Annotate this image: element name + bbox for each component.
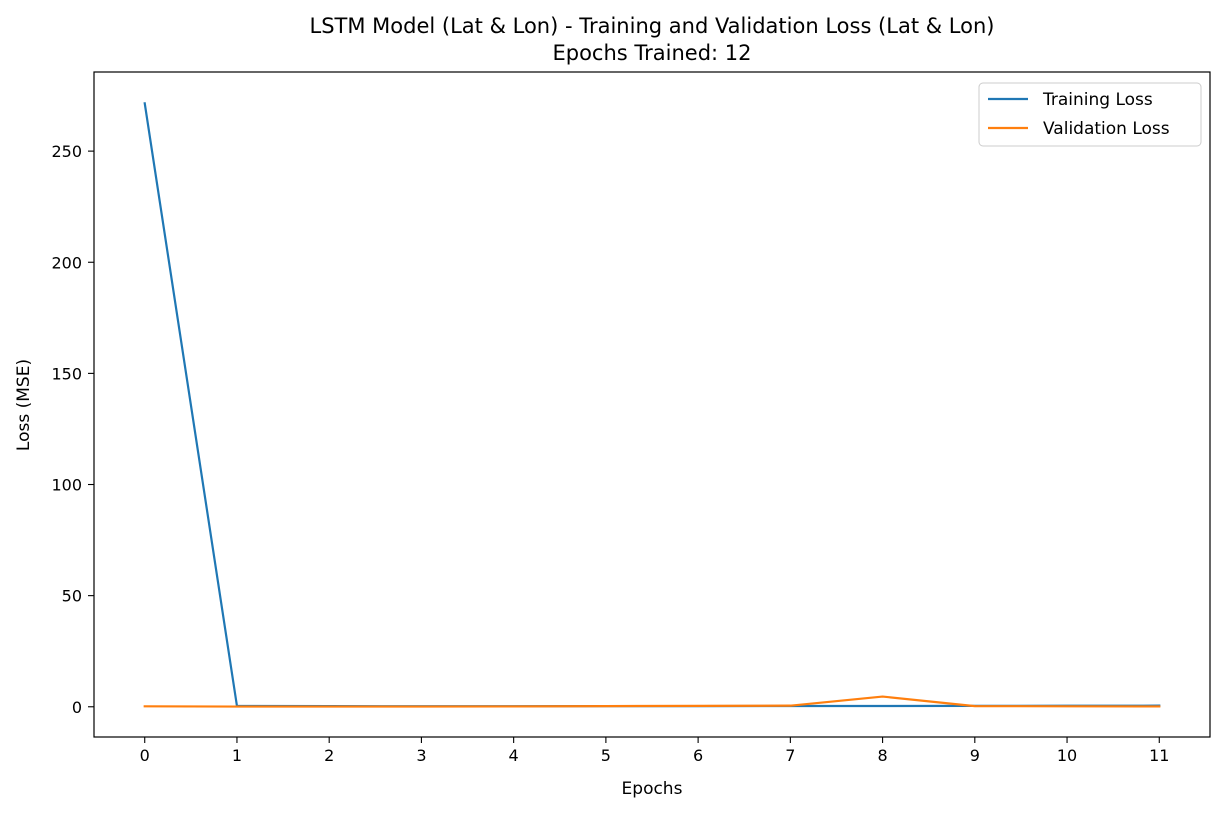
chart-title: LSTM Model (Lat & Lon) - Training and Va… bbox=[310, 14, 995, 38]
legend-label-validation-loss: Validation Loss bbox=[1043, 119, 1170, 139]
y-tick-label: 200 bbox=[51, 253, 82, 272]
x-tick-label: 8 bbox=[877, 746, 887, 765]
y-tick-label: 50 bbox=[62, 587, 82, 606]
y-tick-label: 250 bbox=[51, 142, 82, 161]
x-tick-label: 7 bbox=[785, 746, 795, 765]
legend-label-training-loss: Training Loss bbox=[1042, 90, 1153, 110]
legend-frame bbox=[978, 82, 1202, 147]
y-tick-label: 100 bbox=[51, 476, 82, 495]
x-tick-label: 2 bbox=[324, 746, 334, 765]
x-tick-label: 6 bbox=[693, 746, 703, 765]
y-tick-label: 0 bbox=[72, 698, 82, 717]
series-line-validation-loss bbox=[143, 695, 1161, 708]
x-tick-label: 4 bbox=[509, 746, 519, 765]
x-tick-label: 1 bbox=[232, 746, 242, 765]
y-axis-label: Loss (MSE) bbox=[14, 359, 34, 451]
x-tick-label: 5 bbox=[601, 746, 611, 765]
chart-subtitle: Epochs Trained: 12 bbox=[552, 41, 751, 65]
legend: Training Loss Validation Loss bbox=[978, 82, 1202, 147]
x-tick-label: 11 bbox=[1149, 746, 1169, 765]
series-layer bbox=[143, 102, 1161, 708]
x-tick-label: 9 bbox=[970, 746, 980, 765]
plot-area-frame bbox=[93, 71, 1211, 738]
x-tick-label: 3 bbox=[416, 746, 426, 765]
x-tick-label: 10 bbox=[1057, 746, 1077, 765]
x-tick-label: 0 bbox=[140, 746, 150, 765]
x-axis-label: Epochs bbox=[622, 779, 683, 799]
y-tick-label: 150 bbox=[51, 364, 82, 383]
tick-layer: 0 1 2 3 4 5 6 7 8 9 10 11 0 50 100 150 200 250 bbox=[51, 142, 1169, 765]
